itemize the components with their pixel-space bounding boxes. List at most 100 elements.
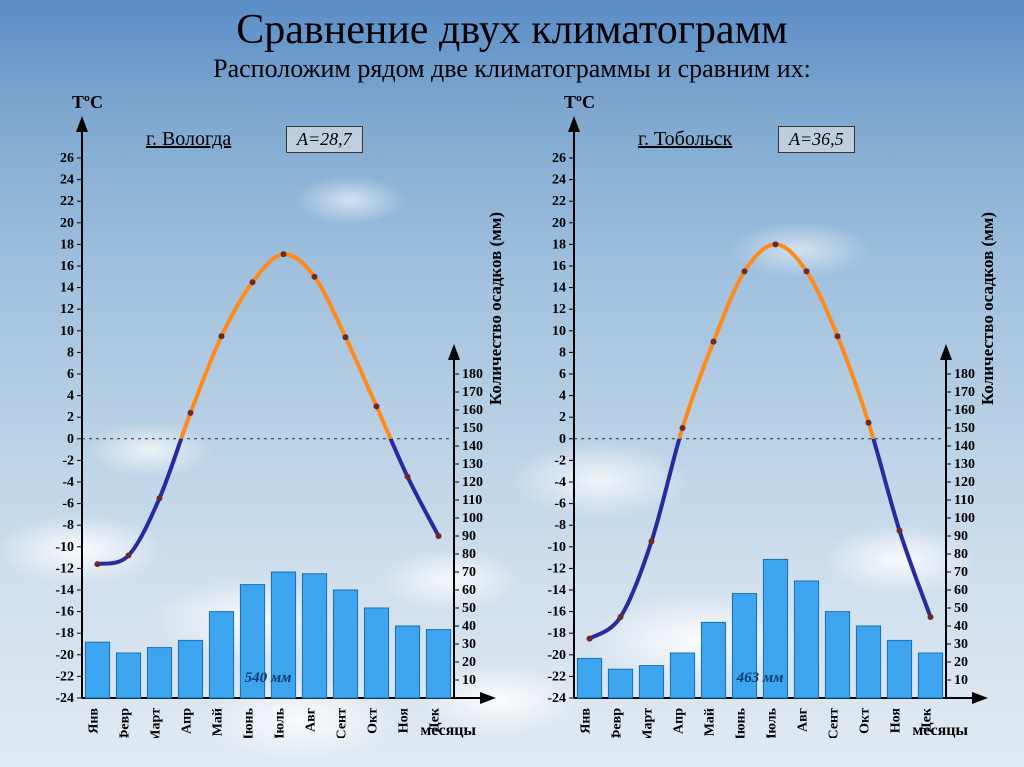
svg-text:130: 130 (462, 457, 483, 472)
chart-panel-vologda: ТºС г. Вологда А=28,7 Количество осадков… (26, 92, 506, 742)
svg-text:-6: -6 (62, 497, 74, 512)
svg-text:90: 90 (462, 529, 476, 544)
svg-text:Авг: Авг (304, 708, 319, 732)
svg-text:-14: -14 (55, 583, 74, 598)
svg-text:Апр: Апр (180, 708, 195, 734)
svg-text:Авг: Авг (796, 708, 811, 732)
svg-text:Дек: Дек (920, 707, 935, 732)
svg-text:12: 12 (60, 302, 74, 317)
svg-text:8: 8 (67, 345, 74, 360)
svg-text:-2: -2 (554, 453, 566, 468)
svg-text:2: 2 (559, 410, 566, 425)
svg-text:-22: -22 (55, 669, 74, 684)
svg-text:170: 170 (954, 385, 975, 400)
svg-text:26: 26 (60, 151, 74, 166)
svg-text:40: 40 (954, 619, 968, 634)
svg-text:22: 22 (552, 194, 566, 209)
svg-text:80: 80 (462, 547, 476, 562)
svg-text:0: 0 (67, 432, 74, 447)
svg-text:Июль: Июль (765, 707, 780, 738)
svg-text:-8: -8 (554, 518, 566, 533)
svg-text:10: 10 (60, 324, 74, 339)
svg-text:Июнь: Июнь (734, 707, 749, 738)
svg-text:10: 10 (552, 324, 566, 339)
svg-text:10: 10 (954, 673, 968, 688)
svg-text:24: 24 (60, 173, 74, 188)
page-subtitle: Расположим рядом две климатограммы и сра… (0, 54, 1024, 84)
svg-text:Май: Май (703, 708, 718, 736)
svg-text:-12: -12 (55, 561, 74, 576)
svg-text:70: 70 (462, 565, 476, 580)
svg-text:80: 80 (954, 547, 968, 562)
svg-text:180: 180 (954, 367, 975, 382)
svg-text:60: 60 (954, 583, 968, 598)
svg-text:170: 170 (462, 385, 483, 400)
svg-text:Май: Май (211, 708, 226, 736)
svg-text:110: 110 (462, 493, 482, 508)
svg-text:-2: -2 (62, 453, 74, 468)
svg-text:4: 4 (67, 389, 74, 404)
svg-text:12: 12 (552, 302, 566, 317)
svg-text:-12: -12 (547, 561, 566, 576)
charts-row: ТºС г. Вологда А=28,7 Количество осадков… (0, 92, 1024, 742)
svg-text:26: 26 (552, 151, 566, 166)
svg-text:24: 24 (552, 173, 566, 188)
svg-text:20: 20 (552, 216, 566, 231)
svg-text:-18: -18 (547, 626, 566, 641)
svg-text:-4: -4 (554, 475, 566, 490)
svg-text:Март: Март (149, 708, 164, 738)
svg-text:Дек: Дек (428, 707, 443, 732)
svg-text:-14: -14 (547, 583, 566, 598)
svg-text:-24: -24 (547, 691, 566, 706)
svg-text:30: 30 (462, 637, 476, 652)
svg-text:16: 16 (552, 259, 566, 274)
climatogram-svg: 26242220181614121086420-2-4-6-8-10-12-14… (518, 108, 998, 738)
svg-text:8: 8 (559, 345, 566, 360)
svg-text:40: 40 (462, 619, 476, 634)
svg-text:-16: -16 (547, 605, 566, 620)
svg-text:0: 0 (559, 432, 566, 447)
svg-text:Янв: Янв (87, 708, 102, 734)
svg-text:-4: -4 (62, 475, 74, 490)
svg-text:140: 140 (462, 439, 483, 454)
svg-text:Сент: Сент (827, 708, 842, 738)
svg-text:150: 150 (462, 421, 483, 436)
svg-text:120: 120 (462, 475, 483, 490)
svg-text:-8: -8 (62, 518, 74, 533)
svg-text:Окт: Окт (366, 708, 381, 734)
svg-text:Янв: Янв (579, 708, 594, 734)
svg-text:160: 160 (954, 403, 975, 418)
svg-text:Июль: Июль (273, 707, 288, 738)
svg-text:Март: Март (641, 708, 656, 738)
svg-text:100: 100 (954, 511, 975, 526)
svg-text:22: 22 (60, 194, 74, 209)
svg-text:60: 60 (462, 583, 476, 598)
svg-text:16: 16 (60, 259, 74, 274)
svg-text:100: 100 (462, 511, 483, 526)
svg-text:180: 180 (462, 367, 483, 382)
svg-text:Апр: Апр (672, 708, 687, 734)
svg-text:Окт: Окт (858, 708, 873, 734)
svg-text:Сент: Сент (335, 708, 350, 738)
svg-text:-22: -22 (547, 669, 566, 684)
svg-text:6: 6 (67, 367, 74, 382)
svg-text:90: 90 (954, 529, 968, 544)
svg-text:2: 2 (67, 410, 74, 425)
svg-text:Февр: Февр (610, 708, 625, 738)
svg-text:6: 6 (559, 367, 566, 382)
svg-text:14: 14 (60, 281, 74, 296)
svg-text:-10: -10 (547, 540, 566, 555)
svg-text:-20: -20 (547, 648, 566, 663)
svg-text:20: 20 (60, 216, 74, 231)
svg-text:10: 10 (462, 673, 476, 688)
svg-text:18: 18 (552, 237, 566, 252)
climatogram-svg: 26242220181614121086420-2-4-6-8-10-12-14… (26, 108, 506, 738)
svg-text:18: 18 (60, 237, 74, 252)
svg-text:Ноя: Ноя (397, 708, 412, 734)
svg-text:-6: -6 (554, 497, 566, 512)
svg-text:Февр: Февр (118, 708, 133, 738)
svg-text:Ноя: Ноя (889, 708, 904, 734)
svg-text:20: 20 (954, 655, 968, 670)
svg-text:20: 20 (462, 655, 476, 670)
svg-text:540 мм: 540 мм (245, 670, 292, 686)
